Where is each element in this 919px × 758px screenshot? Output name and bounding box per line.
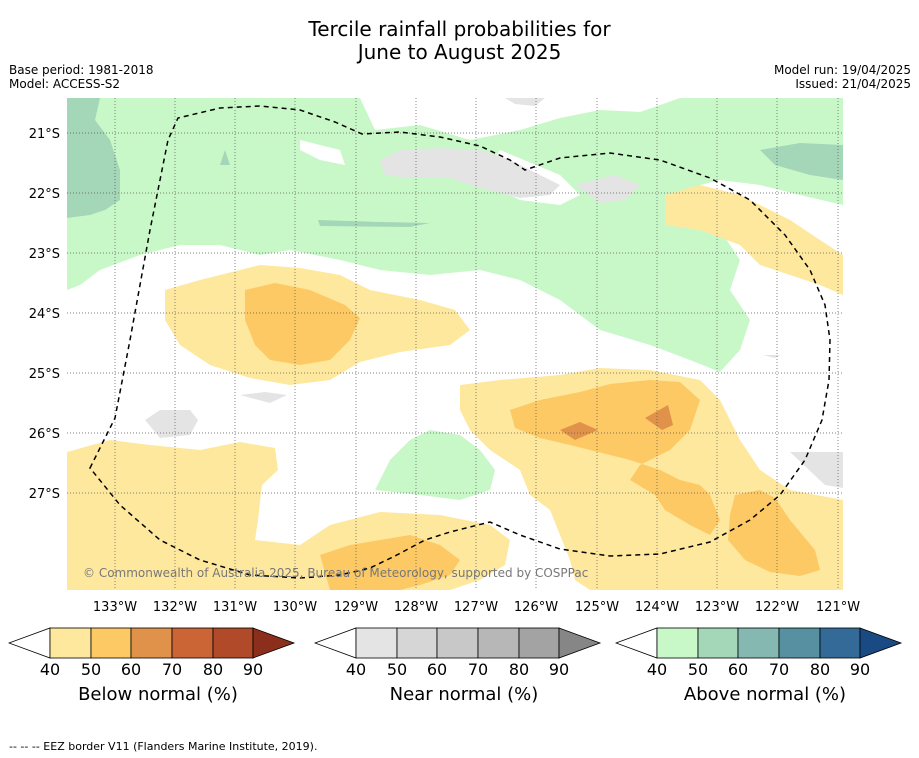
lon-label: 128°W xyxy=(394,600,438,615)
lat-label: 26°S xyxy=(29,427,60,442)
colorbar-segment xyxy=(90,627,132,659)
colorbar-tick-label: 80 xyxy=(508,660,530,679)
colorbar-below-normal: 40 50 60 70 80 90 Below normal (%) xyxy=(7,626,308,716)
colorbar-segment xyxy=(171,627,214,659)
lat-label: 24°S xyxy=(29,307,60,322)
colorbar-tick-label: 40 xyxy=(646,660,668,679)
lon-label: 129°W xyxy=(334,600,378,615)
colorbar-tick-label: 80 xyxy=(202,660,224,679)
colorbar-segment xyxy=(656,627,699,659)
probability-fields xyxy=(67,98,843,590)
title-line-2: June to August 2025 xyxy=(357,40,562,64)
grid-lines xyxy=(67,98,843,590)
colorbar-min-arrow xyxy=(614,627,658,659)
colorbar-segment xyxy=(819,627,861,659)
colorbar-segment xyxy=(212,627,254,659)
colorbar-near-normal-scale xyxy=(313,627,602,659)
colorbar-segment xyxy=(518,627,560,659)
colorbar-below-normal-scale xyxy=(7,627,296,659)
colorbar-tick-label: 90 xyxy=(849,660,871,679)
colorbar-segment xyxy=(436,627,479,659)
lat-label: 27°S xyxy=(29,487,60,502)
colorbar-near-normal: 40 50 60 70 80 90 Near normal (%) xyxy=(313,626,614,716)
colorbar-tick-label: 50 xyxy=(386,660,408,679)
near-normal-region xyxy=(380,148,560,198)
lon-label: 127°W xyxy=(454,600,498,615)
colorbar-min-arrow xyxy=(313,627,357,659)
colorbar-min-arrow xyxy=(7,627,51,659)
colorbar-above-normal-scale xyxy=(614,627,903,659)
copyright-text: © Commonwealth of Australia 2025, Bureau… xyxy=(83,566,588,580)
colorbar-tick-label: 40 xyxy=(39,660,61,679)
colorbar-segment xyxy=(737,627,780,659)
base-period: Base period: 1981-2018 xyxy=(9,63,154,77)
lat-label: 25°S xyxy=(29,367,60,382)
colorbar-segment xyxy=(49,627,92,659)
colorbar-ticks: 40 50 60 70 80 90 xyxy=(615,660,915,680)
lon-label: 123°W xyxy=(695,600,739,615)
above-normal-region xyxy=(67,98,843,372)
model-name: Model: ACCESS-S2 xyxy=(9,77,121,91)
rainfall-map: © Commonwealth of Australia 2025, Bureau… xyxy=(29,98,860,615)
colorbar-segment xyxy=(697,627,739,659)
colorbar-tick-label: 70 xyxy=(467,660,489,679)
model-run: Model run: 19/04/2025 xyxy=(773,63,911,77)
colorbar-tick-label: 60 xyxy=(120,660,142,679)
below-normal-50-region xyxy=(245,283,360,365)
lon-label: 130°W xyxy=(273,600,317,615)
colorbar-segment xyxy=(396,627,438,659)
eez-legend-footer: -- -- -- EEZ border V11 (Flanders Marine… xyxy=(9,740,318,753)
eez-border xyxy=(89,105,831,579)
colorbar-tick-label: 90 xyxy=(548,660,570,679)
metadata-right: Model run: 19/04/2025 Issued: 21/04/2025 xyxy=(774,63,911,91)
colorbar-tick-label: 50 xyxy=(687,660,709,679)
colorbar-label: Near normal (%) xyxy=(389,684,539,705)
lat-labels: 21°S 22°S 23°S 24°S 25°S 26°S 27°S xyxy=(29,127,60,502)
above-normal-60-region xyxy=(67,98,120,218)
lat-label: 23°S xyxy=(29,247,60,262)
colorbar-tick-label: 50 xyxy=(80,660,102,679)
lon-label: 131°W xyxy=(213,600,257,615)
colorbar-tick-label: 80 xyxy=(809,660,831,679)
lon-label: 125°W xyxy=(575,600,619,615)
colorbar-max-arrow xyxy=(859,627,903,659)
lon-label: 121°W xyxy=(816,600,860,615)
colorbar-ticks: 40 50 60 70 80 90 xyxy=(314,660,614,680)
colorbar-segment xyxy=(477,627,520,659)
colorbar-tick-label: 40 xyxy=(345,660,367,679)
issued-date: Issued: 21/04/2025 xyxy=(795,77,911,91)
lon-label: 124°W xyxy=(635,600,679,615)
map-title: Tercile rainfall probabilities for June … xyxy=(0,18,919,64)
lat-label: 22°S xyxy=(29,187,60,202)
metadata-left: Base period: 1981-2018 Model: ACCESS-S2 xyxy=(9,63,154,91)
lat-label: 21°S xyxy=(29,127,60,142)
colorbar-tick-label: 70 xyxy=(768,660,790,679)
colorbar-segment xyxy=(130,627,173,659)
lon-label: 126°W xyxy=(514,600,558,615)
lon-label: 133°W xyxy=(93,600,137,615)
title-line-1: Tercile rainfall probabilities for xyxy=(308,17,611,41)
lon-label: 132°W xyxy=(153,600,197,615)
colorbar-ticks: 40 50 60 70 80 90 xyxy=(8,660,308,680)
colorbar-segment xyxy=(778,627,821,659)
colorbar-tick-label: 60 xyxy=(426,660,448,679)
lon-label: 122°W xyxy=(755,600,799,615)
colorbar-max-arrow xyxy=(252,627,296,659)
colorbar-label: Above normal (%) xyxy=(683,684,847,705)
colorbar-tick-label: 60 xyxy=(727,660,749,679)
lon-labels: 133°W 132°W 131°W 130°W 129°W 128°W 127°… xyxy=(93,600,860,615)
colorbar-tick-label: 70 xyxy=(161,660,183,679)
colorbar-tick-label: 90 xyxy=(242,660,264,679)
colorbar-segment xyxy=(355,627,398,659)
colorbar-label: Below normal (%) xyxy=(78,684,238,705)
colorbar-above-normal: 40 50 60 70 80 90 Above normal (%) xyxy=(614,626,915,716)
colorbar-max-arrow xyxy=(558,627,602,659)
